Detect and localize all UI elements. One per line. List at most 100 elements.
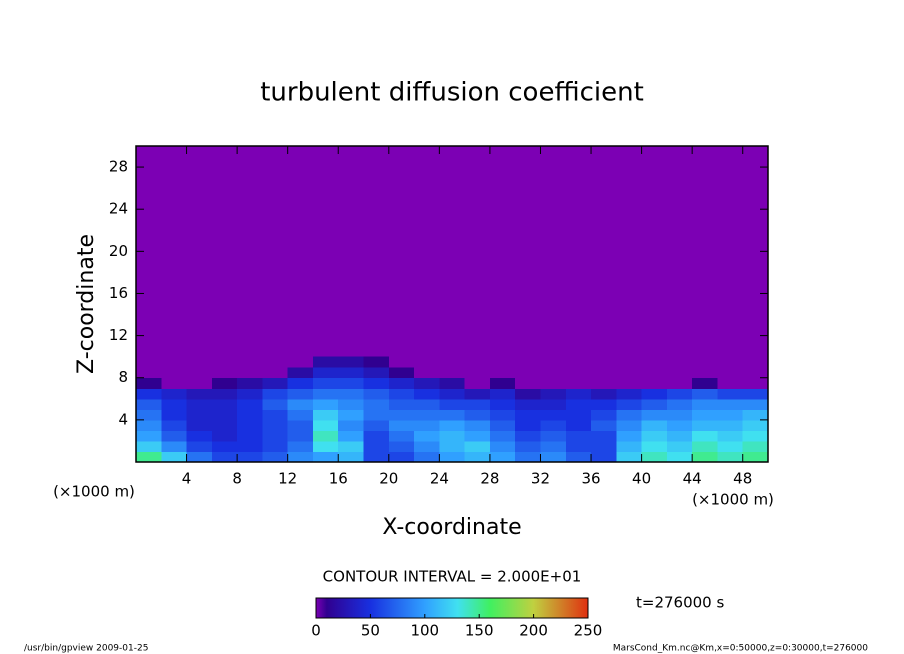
x-tick-label: 28 [480,470,499,488]
contour-cell [363,388,390,400]
contour-cell [237,398,263,410]
x-tick-label: 8 [232,470,242,488]
colorbar-tick-label: 50 [361,622,380,640]
contour-cell [540,388,567,400]
contour-cell [363,440,390,452]
contour-cell [666,451,693,463]
contour-cell [717,409,744,421]
contour-cell [591,367,617,379]
contour-cell [237,451,263,463]
contour-cell [237,409,263,421]
contour-cell [388,367,415,379]
contour-cell [742,398,769,410]
contour-cell [439,419,466,431]
contour-cell [540,398,567,410]
contour-cell [464,419,491,431]
contour-cell [262,430,289,442]
contour-cell [591,419,617,431]
contour-cell [540,451,567,463]
contour-cell [489,388,516,400]
contour-cell [717,367,744,379]
x-tick-label: 32 [531,470,550,488]
contour-cell [414,367,440,379]
contour-cell [262,451,289,463]
contour-cell [338,430,365,442]
contour-cell [565,409,592,421]
contour-cell [312,440,339,452]
contour-cell [742,377,769,389]
contour-cell [565,440,592,452]
contour-cell [692,398,718,410]
contour-cell [666,367,693,379]
contour-cell [666,356,693,368]
x-tick-label: 24 [430,470,449,488]
contour-cell [287,419,314,431]
contour-cell [641,451,668,463]
contour-cell [136,440,162,452]
contour-cell [211,451,238,463]
contour-cell [338,440,365,452]
contour-cell [262,398,289,410]
contour-cell [414,356,440,368]
contour-cell [742,419,769,431]
contour-cell [641,440,668,452]
contour-cell [186,409,213,421]
contour-cell [287,440,314,452]
contour-cell [136,377,162,389]
contour-cell [515,409,541,421]
contour-cell [262,388,289,400]
colorbar-tick-label: 0 [311,622,321,640]
contour-cell [540,430,567,442]
contour-cell [616,367,643,379]
contour-cell [616,440,643,452]
contour-cell [616,451,643,463]
contour-cell [186,356,213,368]
contour-cell [262,440,289,452]
contour-cell [287,377,314,389]
contour-cell [464,377,491,389]
contour-cell [591,451,617,463]
contour-cell [312,451,339,463]
contour-cell [211,440,238,452]
contour-cell [439,409,466,421]
contour-cell [515,440,541,452]
contour-cell [211,419,238,431]
contour-cell [161,419,188,431]
contour-cell [388,451,415,463]
contour-cell [388,377,415,389]
contour-cell [565,419,592,431]
contour-cell [363,377,390,389]
contour-cell [717,451,744,463]
contour-cell [717,440,744,452]
contour-cell [237,356,263,368]
contour-cell [540,377,567,389]
contour-cell [616,356,643,368]
contour-cell [312,377,339,389]
contour-cell [211,430,238,442]
contour-cell [136,430,162,442]
contour-cell [388,388,415,400]
contour-cell [338,388,365,400]
contour-cell [312,367,339,379]
x-axis-label: X-coordinate [382,515,521,540]
contour-cell [464,409,491,421]
contour-cell [414,398,440,410]
x-unit: (×1000 m) [692,491,774,509]
contour-cell [439,367,466,379]
contour-cell [666,419,693,431]
contour-cell [211,388,238,400]
contour-cell [262,356,289,368]
x-tick-label: 12 [278,470,297,488]
contour-cell [742,388,769,400]
contour-cell [363,430,390,442]
contour-cell [237,440,263,452]
contour-cell [388,356,415,368]
contour-cell [388,430,415,442]
y-tick-label: 24 [109,200,128,218]
contour-cell [464,440,491,452]
contour-cell [211,409,238,421]
contour-cell [414,409,440,421]
contour-cell [186,388,213,400]
contour-cell [692,440,718,452]
contour-cell [540,409,567,421]
